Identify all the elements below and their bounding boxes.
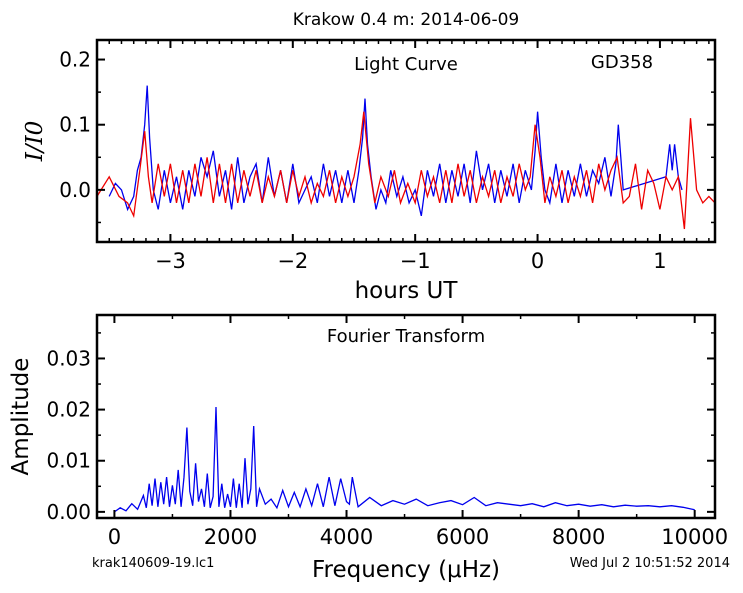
fourier-panel: 0 2000 4000 6000 8000 10000 0.00 0.01 0.02 0.03 Fo… <box>8 313 728 583</box>
fourier_transform-title: Fourier Transform <box>327 326 485 347</box>
fourier_transform-ytick-label: 0.00 <box>46 500 91 524</box>
light_curve-series-1-line <box>108 85 683 217</box>
light_curve-ytick-label: 0.0 <box>59 178 91 202</box>
fourier_transform-xlabel: Frequency (μHz) <box>312 557 500 583</box>
footer-filename: krak140609-19.lc1 <box>92 556 214 571</box>
fourier_transform-ytick-label: 0.01 <box>46 449 91 473</box>
light_curve-frame <box>95 38 717 244</box>
figure-title: Krakow 0.4 m: 2014-06-09 <box>293 10 519 30</box>
light_curve-xtick-label: −2 <box>277 249 308 273</box>
fourier_transform-xtick-label: 0 <box>108 525 121 549</box>
light_curve-series-2-line <box>97 111 715 230</box>
light_curve-xtick-label: −1 <box>400 249 431 273</box>
light_curve-ylabel: I/I0 <box>22 121 48 163</box>
light_curve-title: Light Curve <box>354 54 458 75</box>
fourier_transform-series-1-line <box>114 406 695 513</box>
fourier_transform-ytick-label: 0.02 <box>46 398 91 422</box>
footer-timestamp: Wed Jul 2 10:51:52 2014 <box>570 556 730 571</box>
fourier_transform-xtick-label: 10000 <box>661 525 728 549</box>
fourier_transform-ylabel: Amplitude <box>8 358 34 476</box>
fourier_transform-xtick-label: 6000 <box>436 525 489 549</box>
fourier_transform-ytick-label: 0.03 <box>46 346 91 370</box>
light_curve-xtick-label: 1 <box>653 249 666 273</box>
light_curve-xlabel: hours UT <box>355 278 459 304</box>
light_curve-annotation: GD358 <box>591 52 653 73</box>
fourier_transform-xtick-label: 4000 <box>320 525 373 549</box>
fourier_transform-frame <box>95 313 717 520</box>
light_curve-ytick-label: 0.1 <box>59 113 91 137</box>
light-curve-panel: −3 −2 −1 0 1 0.0 0.1 0.2 Light Curve GD358 hours U… <box>22 38 717 304</box>
fourier_transform-xtick-label: 8000 <box>552 525 605 549</box>
fourier_transform-xtick-label: 2000 <box>204 525 257 549</box>
light_curve-ytick-label: 0.2 <box>59 48 91 72</box>
light_curve-xtick-label: 0 <box>531 249 544 273</box>
light_curve-xtick-label: −3 <box>155 249 186 273</box>
